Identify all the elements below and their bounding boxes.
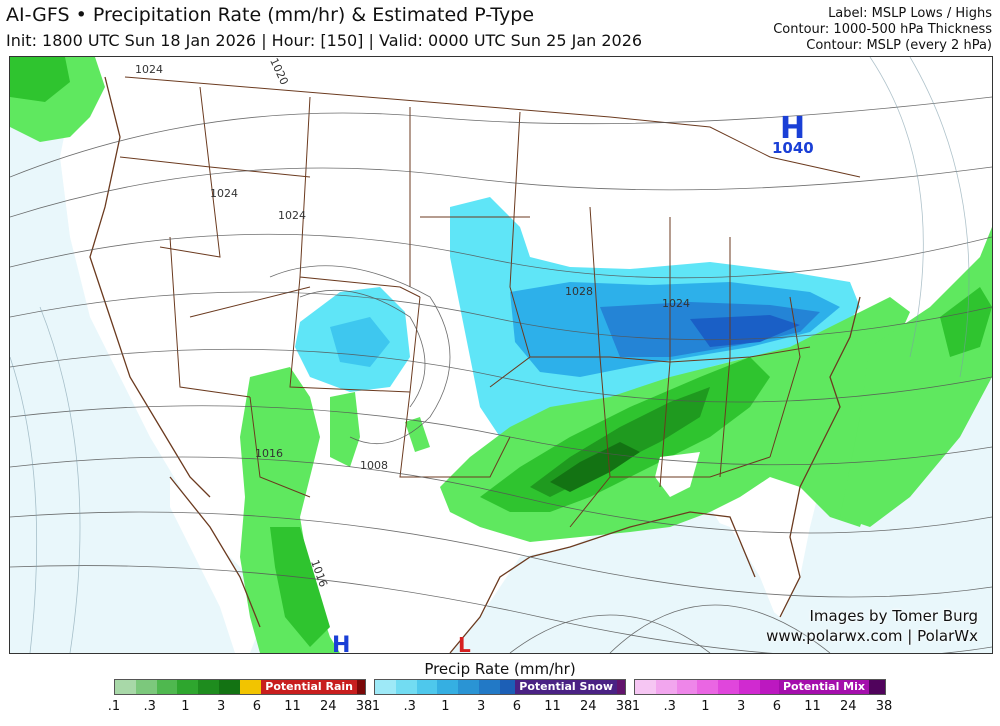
header: AI-GFS • Precipitation Rate (mm/hr) & Es… (0, 0, 1000, 56)
legend-swatch-snow (458, 680, 480, 694)
legend-tick-mix: 6 (772, 699, 781, 714)
label-legend-thickness: Contour: 1000-500 hPa Thickness (773, 22, 992, 37)
legend-tick-mix: .1 (627, 699, 641, 714)
legend-tick-mix: 3 (737, 699, 746, 714)
rain-mexico (240, 367, 340, 653)
credit-website[interactable]: www.polarwx.com | PolarWx (766, 627, 978, 645)
map-subtitle: Init: 1800 UTC Sun 18 Jan 2026 | Hour: [… (6, 31, 643, 50)
legend-swatch-mix (739, 680, 760, 694)
isobars (10, 96, 992, 653)
legend-tick-rain: 6 (252, 699, 261, 714)
legend-tick-snow: 11 (544, 699, 561, 714)
legend-ticks-snow: .1 .3 1 3 6 11 24 38 (368, 699, 632, 715)
legend-tick-snow: .3 (403, 699, 416, 714)
legend-swatch-rain (219, 680, 240, 694)
legend-swatch-mix (676, 680, 698, 694)
legend-tick-mix: 1 (701, 699, 710, 714)
legend-swatch-rain (177, 680, 199, 694)
legend-tick-snow: 6 (512, 699, 521, 714)
legend-tick-snow: 38 (615, 699, 633, 714)
legend-tick-mix: 38 (875, 699, 893, 714)
low-pressure-marker: L (458, 633, 471, 654)
weather-map[interactable]: 1024 1020 1024 1024 1028 1024 1016 1008 … (9, 56, 993, 654)
legend-tick-snow: 3 (477, 699, 486, 714)
isobar-label: 1024 (135, 63, 163, 76)
legend-tick-mix: 24 (840, 699, 857, 714)
legend-swatch-rain (115, 680, 136, 694)
legend-tick-snow: 24 (580, 699, 597, 714)
legend-label-mix: Potential Mix (778, 680, 869, 694)
legend-swatch-snow (416, 680, 438, 694)
credit-author: Images by Tomer Burg (809, 607, 978, 625)
legend-swatch-mix (635, 680, 656, 694)
isobar-label: 1016 (255, 447, 283, 460)
legend-label-rain: Potential Rain (261, 680, 357, 694)
legend-title: Precip Rate (mm/hr) (424, 660, 576, 678)
legend-swatch-rain (135, 680, 157, 694)
coastlines (89, 76, 861, 653)
legend-swatch-rain (239, 680, 261, 694)
legend-ticks-rain: .1 .3 1 3 6 11 24 38 (108, 699, 372, 715)
legend-tick-rain: 11 (284, 699, 301, 714)
legend-tick-mix: 11 (804, 699, 821, 714)
legend-tick-rain: 24 (320, 699, 337, 714)
label-legend-mslp: Contour: MSLP (every 2 hPa) (806, 38, 992, 53)
legend-swatch-rain (156, 680, 178, 694)
gulf-of-mexico (480, 512, 790, 653)
legend-swatch-mix (697, 680, 719, 694)
legend-swatch-snow (437, 680, 459, 694)
legend-bar-rain: Potential Rain (114, 679, 366, 695)
legend-tick-rain: .1 (107, 699, 121, 714)
isobar-label: 1008 (360, 459, 388, 472)
legend-swatch-snow (479, 680, 500, 694)
legend-bar-mix: Potential Mix (634, 679, 886, 695)
baja-peninsula (170, 477, 260, 653)
isobar-label: 1024 (278, 209, 306, 222)
legend-swatch-mix (759, 680, 781, 694)
legend-ticks-mix: .1 .3 1 3 6 11 24 38 (628, 699, 892, 715)
high-pressure-marker-south: H (332, 633, 351, 654)
legend-tick-rain: 1 (181, 699, 190, 714)
legend-tick-snow: 1 (441, 699, 450, 714)
legend-swatch-rain (198, 680, 220, 694)
isobar-label: 1028 (565, 285, 593, 298)
legend-tick-snow: .1 (367, 699, 381, 714)
legend-swatch-mix (718, 680, 740, 694)
legend-swatch-mix (655, 680, 677, 694)
legend-tick-mix: .3 (663, 699, 676, 714)
legend-tick-rain: 3 (217, 699, 226, 714)
high-pressure-value: 1040 (772, 139, 814, 157)
legend-swatch-snow (375, 680, 396, 694)
high-pressure-marker: H (780, 111, 806, 146)
isobar-label: 1024 (662, 297, 690, 310)
legend-label-snow: Potential Snow (515, 680, 617, 694)
map-canvas (10, 57, 992, 653)
label-legend-lows-highs: Label: MSLP Lows / Highs (828, 6, 992, 21)
rain-atlantic (840, 227, 992, 527)
isobar-label: 1024 (210, 187, 238, 200)
map-title: AI-GFS • Precipitation Rate (mm/hr) & Es… (6, 4, 535, 26)
legend-tick-rain: .3 (143, 699, 156, 714)
legend-bar-snow: Potential Snow (374, 679, 626, 695)
legend-swatch-snow (395, 680, 417, 694)
legend-tick-rain: 38 (355, 699, 373, 714)
legend-swatch-mix (864, 680, 885, 694)
